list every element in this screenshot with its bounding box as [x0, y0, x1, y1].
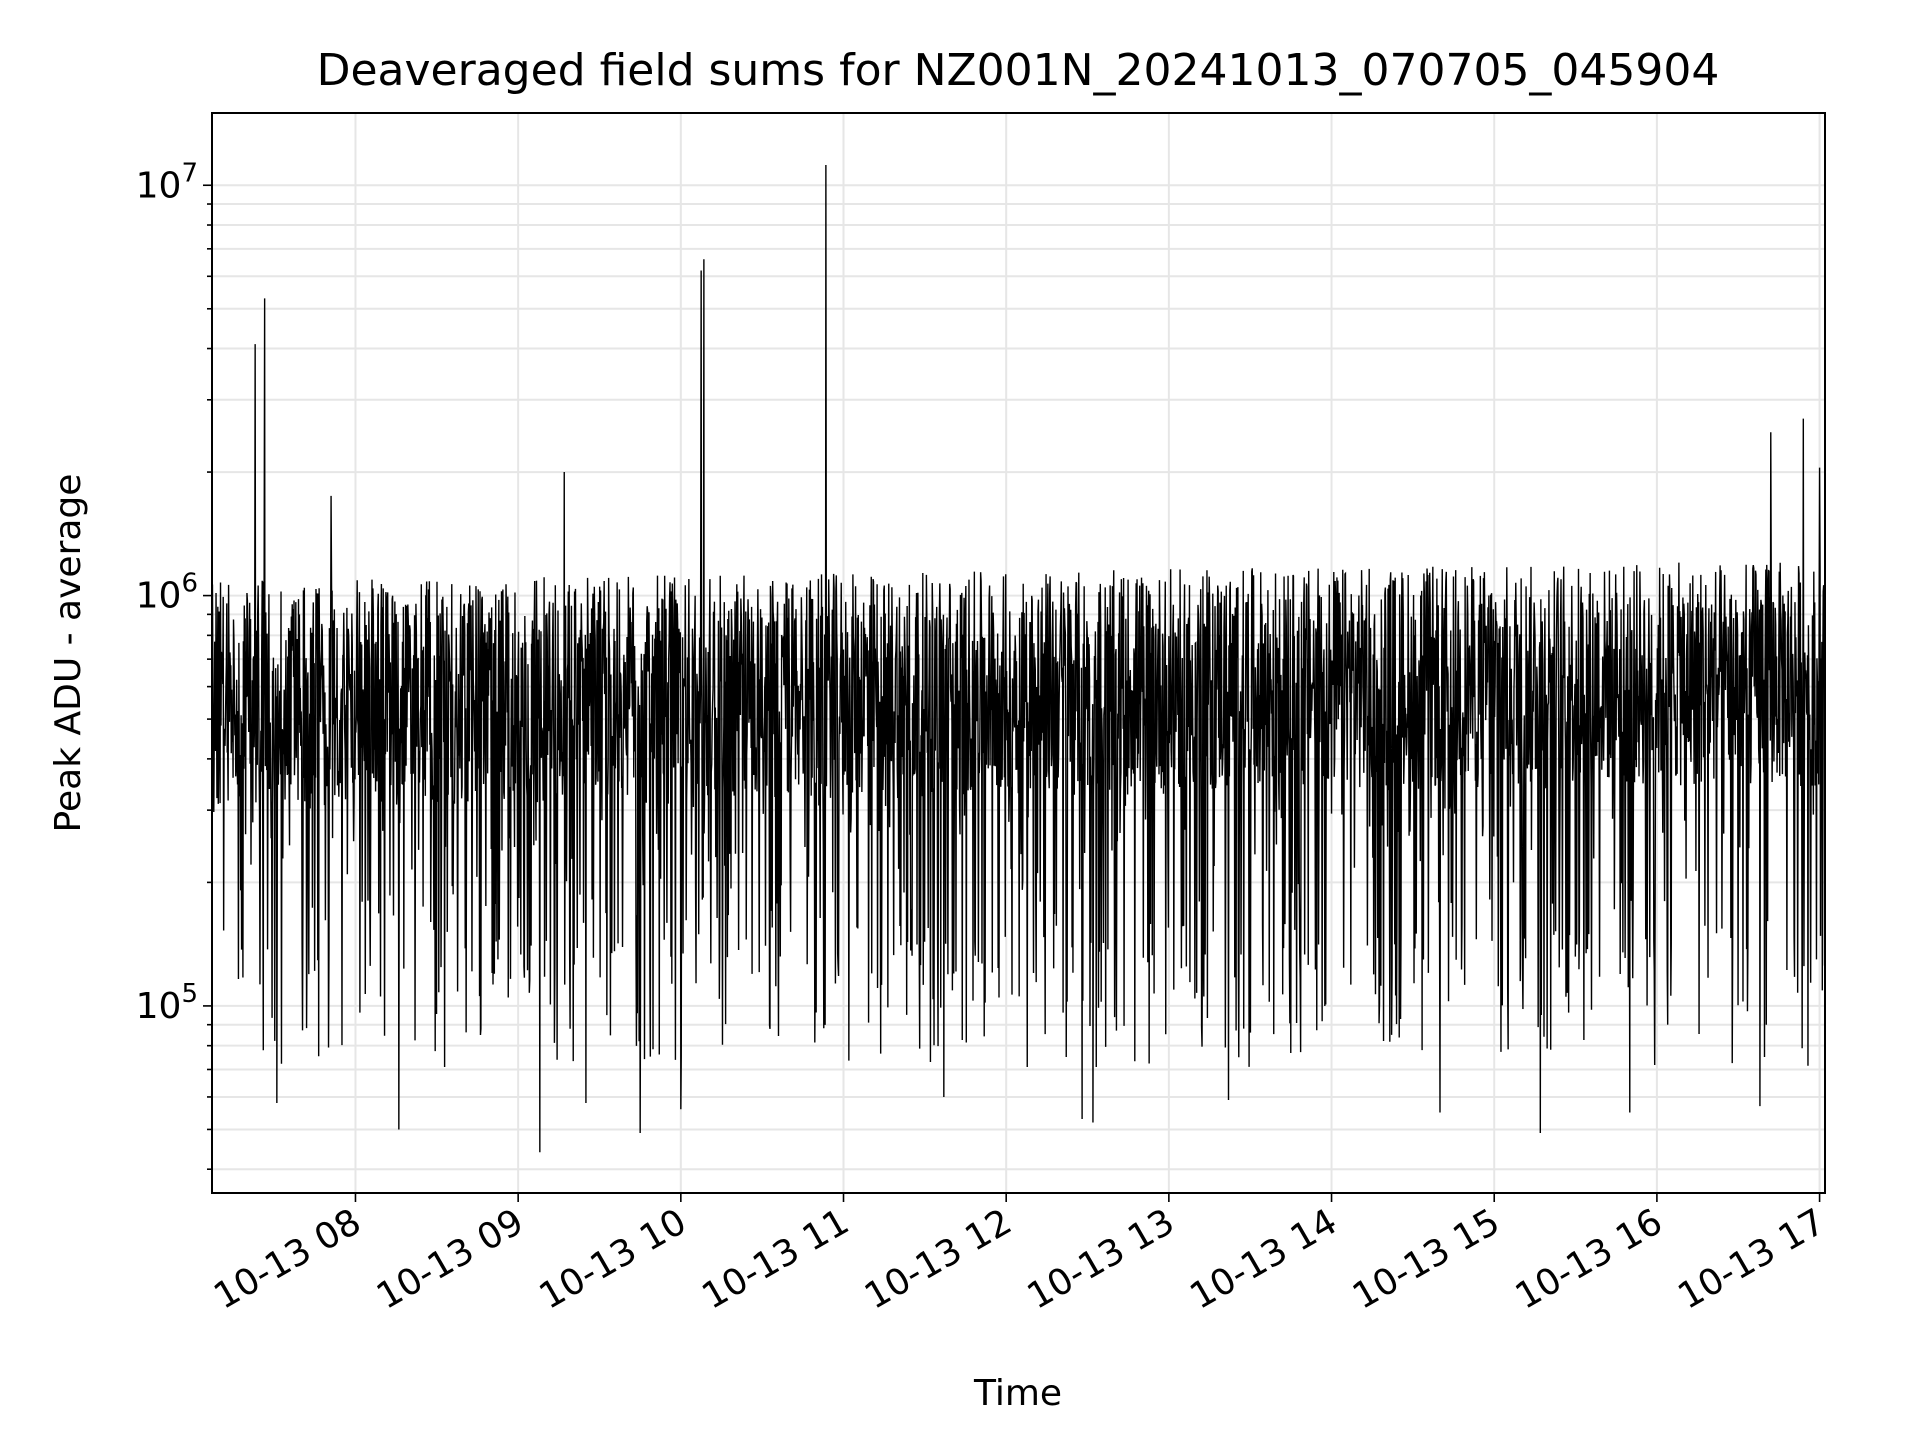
y-tick-label: 105: [136, 979, 198, 1027]
y-tick-labels: 105 106 107: [136, 158, 198, 1027]
y-axis-label: Peak ADU - average: [48, 474, 89, 833]
x-axis-label: Time: [973, 1373, 1062, 1414]
chart-title: Deaveraged field sums for NZ001N_2024101…: [317, 45, 1720, 96]
y-tick-label: 107: [136, 158, 198, 206]
plot-frame: [211, 112, 1826, 1194]
y-tick-label: 106: [136, 569, 198, 617]
series-line: [211, 165, 1826, 1153]
axis-ticks: [203, 184, 1821, 1202]
